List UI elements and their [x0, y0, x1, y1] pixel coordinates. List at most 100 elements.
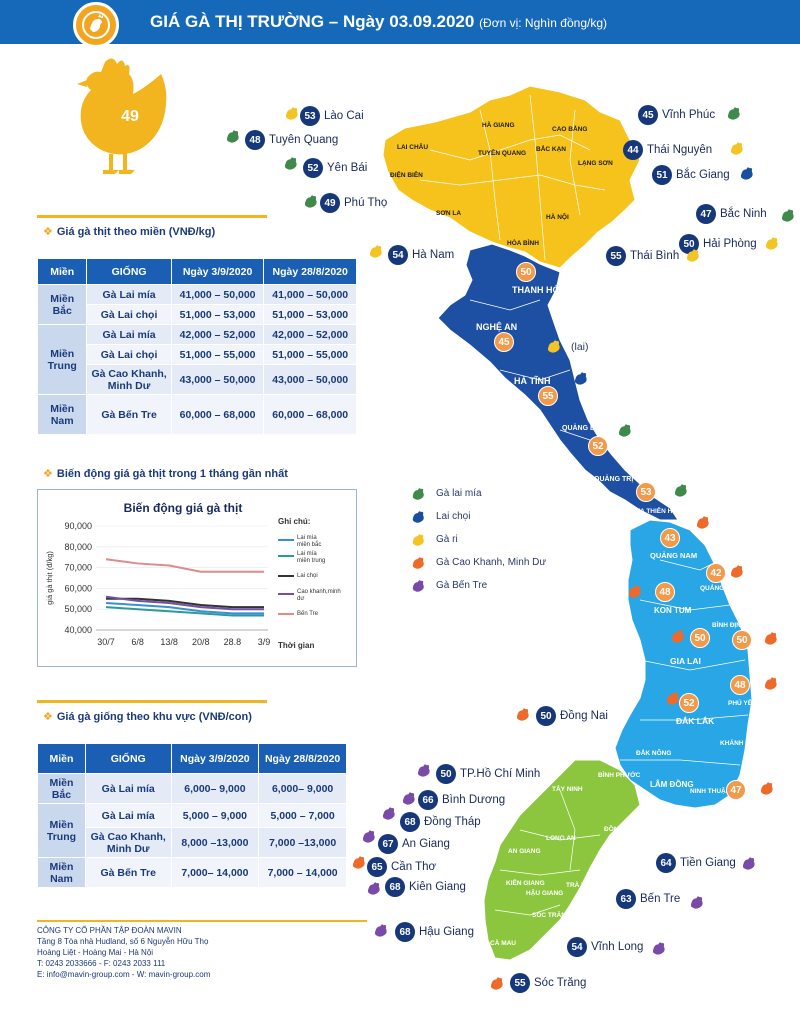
map-label: ĐỒNG NAI — [604, 826, 637, 833]
hen-icon — [369, 245, 382, 258]
chart-x-tick-label: 3/9 — [258, 637, 271, 647]
map-label: BÌNH THUẬN — [652, 810, 693, 817]
company-footer: CÔNG TY CỔ PHẦN TẬP ĐOÀN MAVIN Tầng 8 Tò… — [37, 920, 367, 980]
province-price-badge: 50 — [536, 706, 556, 726]
hen-icon — [362, 830, 375, 843]
map-price-circle: 48 — [655, 582, 675, 602]
province-name: Phú Thọ — [344, 197, 388, 209]
map-label: BÌNH ĐỊNH — [712, 622, 746, 629]
province-price-badge: 63 — [616, 889, 636, 909]
legend-label: Gà Cao Khanh, Minh Dư — [436, 557, 547, 568]
price-cell: 7,000 –13,000 — [258, 827, 347, 858]
map-label: KHÁNH HÒA — [720, 740, 760, 747]
province-vinh-long: 54 Vĩnh Long — [567, 937, 643, 957]
province-price-badge: 68 — [395, 922, 415, 942]
province-price-badge: 52 — [303, 158, 323, 178]
hen-icon — [740, 167, 753, 180]
col-header-region: Miền — [36, 258, 88, 285]
breed-cell: Gà Lai mía — [86, 324, 172, 345]
province-name: Tiền Giang — [680, 857, 736, 869]
hen-icon — [402, 792, 415, 805]
hen-icon — [412, 510, 424, 523]
map-label: HÀ GIANG — [482, 122, 515, 129]
province-price-badge: 48 — [245, 130, 265, 150]
legend-item: Gà Cao Khanh, Minh Dư — [410, 551, 546, 574]
hen-icon — [412, 487, 424, 500]
province-dong-thap: 68 Đồng Tháp — [400, 812, 481, 832]
chart-series-line — [105, 595, 264, 611]
hen-icon — [490, 977, 503, 990]
chart-y-tick-label: 90,000 — [64, 521, 92, 531]
price-cell: 43,000 – 50,000 — [170, 364, 265, 395]
price-trend-chart: Biến động giá gà thịt 90,000 80,000 70,000 6… — [37, 489, 357, 667]
region-cell: Miền Nam — [37, 857, 86, 888]
map-label: QUẢNG NGÃI — [700, 585, 743, 592]
hen-icon — [367, 882, 380, 895]
map-label: LẠNG SƠN — [578, 160, 613, 167]
province-price-badge: 50 — [436, 764, 456, 784]
price-cell: 7,000– 14,000 — [170, 857, 260, 888]
map-label: TUYÊN QUANG — [478, 150, 527, 157]
meat-section-label: ❖ Giá gà thịt theo miền (VNĐ/kg) — [43, 225, 215, 238]
hen-icon — [285, 107, 298, 120]
col-header-date2: Ngày 28/8/2020 — [263, 258, 357, 285]
chart-x-tick-label: 30/7 — [97, 637, 115, 647]
chart-legend-label: Lai mía miền trung — [297, 551, 325, 564]
lai-note: (lai) — [571, 341, 589, 353]
chart-series-line — [105, 601, 264, 615]
province-name: Hà Nam — [412, 249, 455, 261]
province-binh-duong: 66 Bình Dương — [418, 790, 505, 810]
legend-label: Lai chọi — [436, 511, 471, 522]
map-price-circle: 50 — [690, 628, 710, 648]
hen-icon — [765, 237, 778, 250]
footer-address1: Tầng 8 Tòa nhà Hudland, số 6 Nguyễn Hữu … — [37, 937, 209, 946]
province-name: TP.Hồ Chí Minh — [460, 768, 541, 780]
chart-title: Biến động giá gà thịt — [124, 501, 243, 515]
province-name: Vĩnh Phúc — [662, 109, 716, 121]
chart-legend-title: Ghi chú: — [278, 517, 310, 526]
province-lao-cai: 53 Lào Cai — [300, 106, 364, 126]
footer-contact: E: info@mavin-group.com - W: mavin-group… — [37, 970, 211, 979]
footer-company: CÔNG TY CỔ PHẦN TẬP ĐOÀN MAVIN — [37, 926, 182, 935]
price-cell: 51,000 – 53,000 — [263, 304, 357, 325]
map-label: HẬU GIANG — [526, 890, 564, 897]
hen-icon — [690, 896, 703, 909]
diamond-icon: ❖ — [43, 711, 53, 723]
chart-y-tick-label: 70,000 — [64, 563, 92, 573]
map-price-circle: 47 — [726, 780, 746, 800]
trend-section-label-text: Biến động giá gà thịt trong 1 tháng gần … — [56, 468, 288, 480]
province-tien-giang: 64 Tiền Giang — [656, 853, 736, 873]
hen-icon — [574, 372, 587, 385]
province-name: Đồng Tháp — [424, 816, 481, 828]
price-cell: 6,000– 9,000 — [170, 773, 260, 804]
province-price-badge: 53 — [300, 106, 320, 126]
page-title: GIÁ GÀ THỊ TRƯỜNG – Ngày 03.09.2020 (Đơn… — [150, 12, 607, 32]
province-ha-nam: 54 Hà Nam — [388, 245, 454, 265]
province-kien-giang: 68 Kiên Giang — [385, 877, 466, 897]
map-label: BÌNH PHƯỚC — [598, 772, 641, 779]
hen-icon — [696, 516, 709, 529]
chart-y-tick-label: 60,000 — [64, 583, 92, 593]
chart-y-tick-label: 50,000 — [64, 604, 92, 614]
map-label: BẮC KẠN — [536, 146, 566, 153]
province-name: Lào Cai — [324, 110, 364, 122]
breed-cell: Gà Bến Tre — [84, 857, 172, 888]
map-price-circle: 52 — [588, 436, 608, 456]
breed-cell: Gà Lai chọi — [86, 344, 172, 365]
price-cell: 41,000 – 50,000 — [263, 284, 357, 305]
region-cell: Miền Trung — [36, 324, 88, 395]
chart-y-tick-label: 80,000 — [64, 542, 92, 552]
chart-x-axis-label: Thời gian — [278, 641, 314, 650]
hen-icon — [352, 856, 365, 869]
col-header-date2: Ngày 28/8/2020 — [258, 743, 347, 774]
price-cell: 51,000 – 53,000 — [170, 304, 265, 325]
province-name: Bắc Ninh — [720, 208, 767, 220]
province-bac-giang: 51 Bắc Giang — [652, 165, 730, 185]
mavin-logo — [73, 2, 119, 48]
province-can-tho: 65 Cần Thơ — [367, 857, 436, 877]
price-cell: 60,000 – 68,000 — [170, 394, 265, 435]
price-cell: 42,000 – 52,000 — [263, 324, 357, 345]
province-price-badge: 55 — [606, 246, 626, 266]
province-dong-nai: 50 Đồng Nai — [536, 706, 608, 726]
price-cell: 42,000 – 52,000 — [170, 324, 265, 345]
